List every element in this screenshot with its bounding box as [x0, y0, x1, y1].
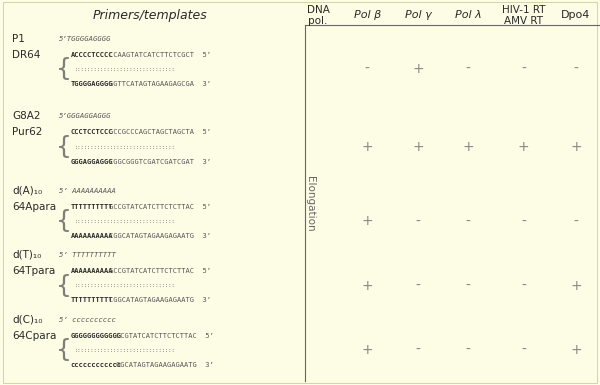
Text: GCCGCCCAGCTAGCTAGCTA  5’: GCCGCCCAGCTAGCTAGCTA 5’ — [109, 129, 211, 136]
Text: TTTTTTTTTT: TTTTTTTTTT — [71, 297, 113, 303]
Text: -: - — [574, 62, 578, 76]
Text: GGCATAGTAGAAGAGAATG  3’: GGCATAGTAGAAGAGAATG 3’ — [116, 362, 214, 368]
Text: +: + — [361, 343, 373, 357]
Text: GGTTCATAGTAGAAGAGCGA  3’: GGTTCATAGTAGAAGAGCGA 3’ — [109, 81, 211, 87]
Text: DR64: DR64 — [12, 50, 40, 60]
Text: -: - — [521, 343, 526, 357]
Text: -: - — [466, 343, 470, 357]
Text: :::::::::::::::::::::::::::::::: ::::::::::::::::::::::::::::::: — [74, 283, 175, 288]
Text: CCAAGTATCATCTTCTCGCT  5’: CCAAGTATCATCTTCTCGCT 5’ — [109, 52, 211, 58]
Text: +: + — [570, 279, 582, 293]
Text: 5’ TTTTTTTTTT: 5’ TTTTTTTTTT — [59, 252, 116, 258]
Text: -: - — [521, 62, 526, 76]
Text: -: - — [521, 279, 526, 293]
Text: TGGGGAGGGG: TGGGGAGGGG — [71, 81, 113, 87]
Text: :::::::::::::::::::::::::::::::: ::::::::::::::::::::::::::::::: — [74, 145, 175, 149]
Text: P1: P1 — [12, 33, 25, 44]
Text: -: - — [365, 62, 370, 76]
Text: {: { — [56, 274, 72, 298]
Text: 5’ AAAAAAAAAA: 5’ AAAAAAAAAA — [59, 187, 116, 194]
Text: Pol β: Pol β — [353, 10, 381, 20]
Text: CGGCATAGTAGAAGAGAATG  3’: CGGCATAGTAGAAGAGAATG 3’ — [109, 297, 211, 303]
Text: Elongation: Elongation — [305, 176, 314, 232]
Text: CCGTATCATCTTCTCTTAC  5’: CCGTATCATCTTCTCTTAC 5’ — [116, 333, 214, 339]
Text: -: - — [521, 214, 526, 228]
Text: -: - — [466, 214, 470, 228]
Text: {: { — [56, 57, 72, 81]
Text: +: + — [570, 140, 582, 154]
Text: ACCCCTCCCC: ACCCCTCCCC — [71, 52, 113, 58]
Text: CCCTCCTCCC: CCCTCCTCCC — [71, 129, 113, 136]
Text: G8A2: G8A2 — [12, 111, 41, 121]
Text: -: - — [466, 279, 470, 293]
Text: 5’TGGGGAGGGG: 5’TGGGGAGGGG — [59, 35, 112, 42]
Text: GCCGTATCATCTTCTCTTAC  5’: GCCGTATCATCTTCTCTTAC 5’ — [109, 268, 211, 274]
Text: +: + — [518, 140, 530, 154]
Text: GGGAGGAGGG: GGGAGGAGGG — [71, 159, 113, 165]
Text: Pol γ: Pol γ — [405, 10, 431, 20]
Text: {: { — [56, 209, 72, 233]
Text: GGGGGGGGGGGG: GGGGGGGGGGGG — [71, 333, 122, 339]
Text: {: { — [56, 338, 72, 362]
Text: d(A)₁₀: d(A)₁₀ — [12, 186, 42, 196]
Text: -: - — [416, 343, 421, 357]
Text: Primers/templates: Primers/templates — [92, 9, 208, 22]
Text: 64Cpara: 64Cpara — [12, 331, 56, 341]
Text: :::::::::::::::::::::::::::::::: ::::::::::::::::::::::::::::::: — [74, 348, 175, 353]
Text: +: + — [570, 343, 582, 357]
Text: GCCGTATCATCTTCTCTTAC  5’: GCCGTATCATCTTCTCTTAC 5’ — [109, 204, 211, 210]
Text: -: - — [466, 62, 470, 76]
Text: :::::::::::::::::::::::::::::::: ::::::::::::::::::::::::::::::: — [74, 67, 175, 72]
Text: +: + — [361, 279, 373, 293]
Text: AAAAAAAAAA: AAAAAAAAAA — [71, 233, 113, 239]
Text: +: + — [412, 62, 424, 76]
Text: HIV-1 RT
AMV RT: HIV-1 RT AMV RT — [502, 5, 545, 26]
Text: CGGCATAGTAGAAGAGAATG  3’: CGGCATAGTAGAAGAGAATG 3’ — [109, 233, 211, 239]
Text: 5’GGGAGGAGGG: 5’GGGAGGAGGG — [59, 113, 112, 119]
Text: +: + — [361, 140, 373, 154]
Text: CGGCGGGTCGATCGATCGAT  3’: CGGCGGGTCGATCGATCGAT 3’ — [109, 159, 211, 165]
Text: d(T)₁₀: d(T)₁₀ — [12, 250, 41, 260]
Text: -: - — [574, 214, 578, 228]
Text: Pol λ: Pol λ — [455, 10, 481, 20]
Text: +: + — [412, 140, 424, 154]
Text: +: + — [462, 140, 474, 154]
Text: TTTTTTTTTT: TTTTTTTTTT — [71, 204, 113, 210]
Text: +: + — [361, 214, 373, 228]
FancyBboxPatch shape — [3, 2, 597, 383]
Text: Pur62: Pur62 — [12, 127, 43, 137]
Text: Dpo4: Dpo4 — [562, 10, 590, 20]
Text: d(C)₁₀: d(C)₁₀ — [12, 315, 43, 325]
Text: 64Tpara: 64Tpara — [12, 266, 55, 276]
Text: -: - — [416, 279, 421, 293]
Text: AAAAAAAAAA: AAAAAAAAAA — [71, 268, 113, 274]
Text: DNA
pol.: DNA pol. — [307, 5, 329, 26]
Text: :::::::::::::::::::::::::::::::: ::::::::::::::::::::::::::::::: — [74, 219, 175, 224]
Text: 64Apara: 64Apara — [12, 202, 56, 212]
Text: 5’ cccccccccc: 5’ cccccccccc — [59, 316, 116, 323]
Text: {: { — [56, 135, 72, 159]
Text: -: - — [416, 214, 421, 228]
Text: cccccccccccc: cccccccccccc — [71, 362, 122, 368]
